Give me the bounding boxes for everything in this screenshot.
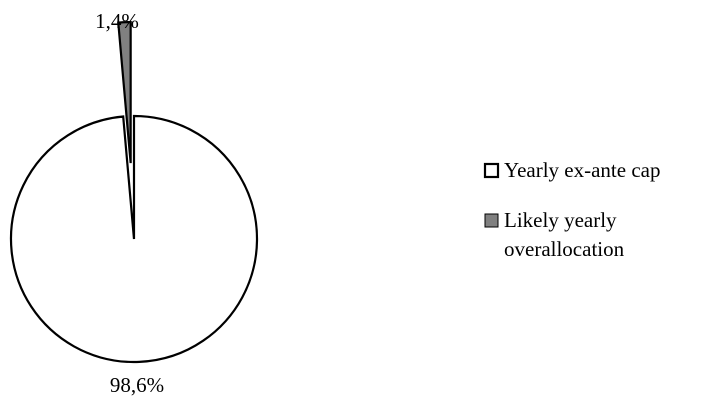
legend-label-cap: Yearly ex-ante cap [504,158,660,182]
pie-slice-0 [9,114,259,364]
pie-slice-1 [117,20,132,164]
pie-slices [9,20,259,364]
legend-label-overallocation-line2: overallocation [504,237,625,261]
data-label-overallocation: 1,4% [95,9,139,33]
legend-label-overallocation-line1: Likely yearly [504,208,617,232]
data-label-cap: 98,6% [110,373,164,396]
legend-swatch-cap [483,162,500,179]
legend-swatch-overallocation [484,213,499,228]
legend: Yearly ex-ante cap Likely yearly overall… [483,158,660,261]
